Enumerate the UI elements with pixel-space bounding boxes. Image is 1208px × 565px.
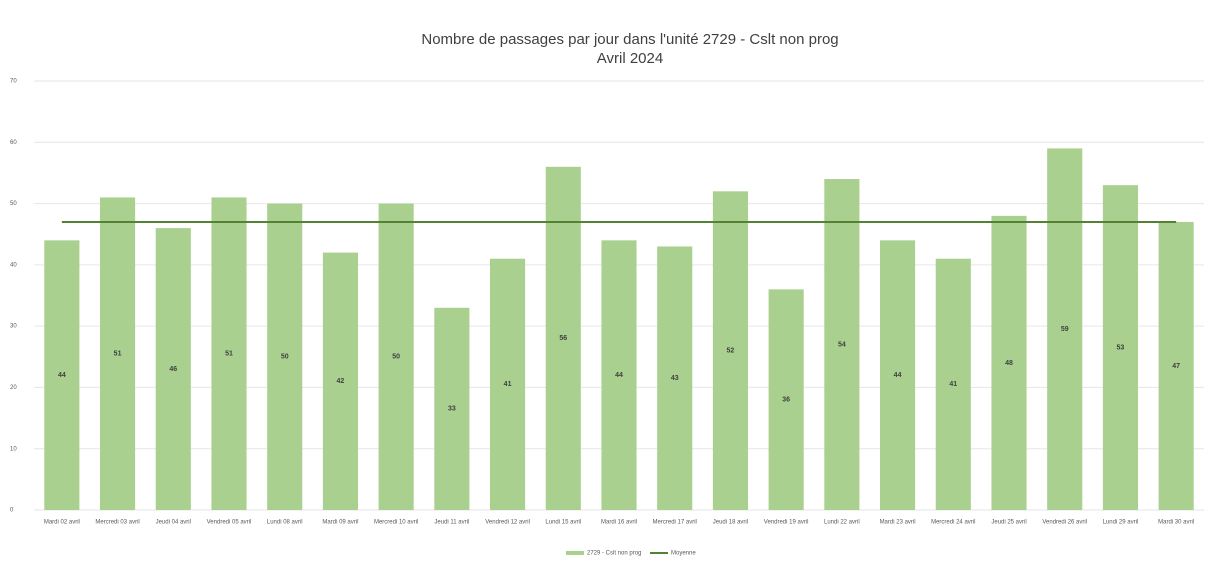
bar [545, 166, 581, 511]
y-tick-label: 60 [10, 140, 17, 146]
data-label: 50 [281, 354, 289, 361]
y-tick-label: 0 [10, 508, 14, 514]
bar [601, 240, 637, 511]
x-tick-label: Lundi 22 avril [824, 520, 860, 526]
bar [267, 203, 303, 511]
data-label: 46 [169, 366, 177, 373]
legend-label: Moyenne [671, 551, 696, 557]
x-tick-label: Mardi 23 avril [880, 520, 916, 526]
bar [1158, 221, 1194, 510]
x-tick-label: Vendredi 19 avril [764, 520, 809, 526]
bar [991, 215, 1027, 511]
bar [490, 258, 526, 510]
data-label: 53 [1117, 344, 1125, 351]
x-tick-label: Mardi 09 avril [322, 520, 358, 526]
data-label: 41 [504, 381, 512, 388]
chart-title: Nombre de passages par jour dans l'unité… [421, 31, 838, 48]
y-tick-label: 50 [10, 201, 17, 207]
bar [44, 240, 80, 511]
bar [935, 258, 971, 510]
x-tick-label: Lundi 15 avril [545, 520, 581, 526]
bar [1102, 185, 1138, 510]
y-tick-label: 20 [10, 385, 17, 391]
data-label: 36 [782, 397, 790, 404]
x-tick-label: Lundi 08 avril [267, 520, 303, 526]
y-tick-label: 10 [10, 446, 17, 452]
data-label: 52 [727, 348, 735, 355]
data-label: 43 [671, 375, 679, 382]
y-tick-label: 70 [10, 79, 17, 85]
data-label: 48 [1005, 360, 1013, 367]
data-label: 51 [114, 351, 122, 358]
bar [657, 246, 693, 510]
y-tick-label: 40 [10, 262, 17, 268]
x-tick-label: Jeudi 18 avril [713, 520, 748, 526]
x-tick-label: Mercredi 17 avril [653, 520, 697, 526]
x-tick-label: Mardi 30 avril [1158, 520, 1194, 526]
data-label: 54 [838, 341, 846, 348]
x-tick-label: Mercredi 10 avril [374, 520, 418, 526]
bar [880, 240, 916, 511]
data-label: 59 [1061, 326, 1069, 333]
data-label: 33 [448, 406, 456, 413]
bar [1047, 148, 1083, 510]
x-tick-label: Mardi 02 avril [44, 520, 80, 526]
bar [824, 179, 860, 511]
data-label: 50 [392, 354, 400, 361]
x-tick-label: Jeudi 04 avril [156, 520, 191, 526]
bar [100, 197, 136, 510]
data-label: 44 [615, 372, 623, 379]
data-label: 44 [58, 372, 66, 379]
data-label: 47 [1172, 363, 1180, 370]
bar [768, 289, 804, 510]
x-tick-label: Vendredi 12 avril [485, 520, 530, 526]
chart-subtitle: Avril 2024 [597, 50, 663, 67]
x-tick-label: Jeudi 11 avril [434, 520, 469, 526]
bar [322, 252, 358, 510]
data-label: 44 [894, 372, 902, 379]
x-tick-label: Mercredi 24 avril [931, 520, 975, 526]
x-tick-label: Mercredi 03 avril [95, 520, 139, 526]
bar [712, 191, 748, 511]
data-label: 41 [949, 381, 957, 388]
x-tick-label: Mardi 16 avril [601, 520, 637, 526]
legend-label: 2729 - Cslt non prog [587, 551, 641, 557]
legend-swatch [566, 551, 584, 555]
x-tick-label: Lundi 29 avril [1103, 520, 1139, 526]
x-tick-label: Vendredi 26 avril [1042, 520, 1087, 526]
x-tick-label: Jeudi 25 avril [991, 520, 1026, 526]
x-tick-label: Vendredi 05 avril [207, 520, 252, 526]
bar [378, 203, 414, 511]
y-tick-label: 30 [10, 324, 17, 330]
data-label: 51 [225, 351, 233, 358]
data-label: 56 [559, 335, 567, 342]
bar [434, 307, 470, 510]
data-label: 42 [337, 378, 345, 385]
bar [155, 228, 191, 511]
bar [211, 197, 247, 510]
